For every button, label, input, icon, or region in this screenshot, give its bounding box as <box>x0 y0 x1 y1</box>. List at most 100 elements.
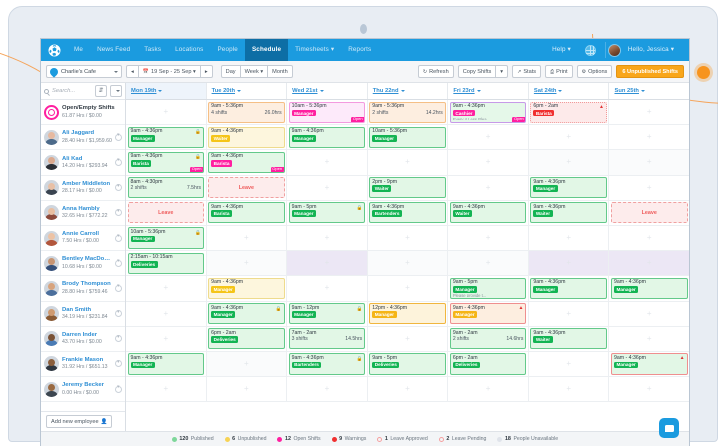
schedule-cell[interactable]: 9am - 5pm Manager 🔒 <box>287 200 368 225</box>
schedule-cell[interactable]: 9am - 5:36pm 4 shifts 26.0hrs <box>207 100 288 125</box>
schedule-cell[interactable]: 9am - 4:36pm Waiter <box>529 200 610 225</box>
nav-item-news-feed[interactable]: News Feed <box>97 46 131 53</box>
employee-name[interactable]: Amber Middleton <box>62 180 111 187</box>
schedule-cell[interactable]: 6pm - 2am Deliveries <box>448 351 529 377</box>
schedule-cell[interactable] <box>448 125 529 150</box>
shift-block[interactable]: 9am - 4:36pm Waiter <box>208 126 285 148</box>
avatar[interactable] <box>44 356 59 372</box>
shift-block[interactable]: 9am - 4:36pm Bartenders 🔒 <box>288 353 366 375</box>
nav-item-reports[interactable]: Reports <box>348 46 372 53</box>
employee-name[interactable]: Bentley MacDonald <box>62 256 112 263</box>
nav-item-timesheets[interactable]: Timesheets ▾ <box>295 46 335 53</box>
employee-menu-button[interactable] <box>115 334 122 343</box>
shift-block[interactable]: 6pm - 2am Deliveries <box>449 353 527 375</box>
shift-block[interactable]: 9am - 4:36pm Manager <box>127 353 205 375</box>
schedule-cell[interactable] <box>368 377 449 402</box>
schedule-cell[interactable] <box>448 150 529 175</box>
schedule-cell[interactable] <box>609 251 689 276</box>
filter-button[interactable] <box>110 85 122 97</box>
employee-name[interactable]: Anna Hambly <box>62 205 100 212</box>
schedule-cell[interactable] <box>126 326 207 351</box>
schedule-cell[interactable]: 10am - 5:36pm Manager 🔒 <box>126 225 207 251</box>
schedule-cell[interactable]: 9am - 4:36pm Manager 🔒 <box>126 125 207 150</box>
schedule-cell[interactable] <box>609 302 689 326</box>
view-week-button[interactable]: Week ▾ <box>240 65 269 78</box>
schedule-cell[interactable] <box>367 251 449 276</box>
schedule-cell[interactable]: 9am - 4:36pm Manager 🔒 <box>207 301 288 326</box>
employee-name[interactable]: Annie Carroll <box>62 231 99 238</box>
avatar[interactable] <box>44 180 59 196</box>
schedule-cell[interactable] <box>206 351 288 377</box>
stats-button[interactable]: ↗ Stats <box>512 65 542 78</box>
schedule-cell[interactable]: Leave <box>609 201 689 225</box>
schedule-cell[interactable]: Leave <box>126 200 207 225</box>
employee-row[interactable]: Dan Smith 34.19 Hrs / $231.84 <box>41 302 125 327</box>
employee-row[interactable]: Jeremy Becker 0.00 Hrs / $0.00 <box>41 377 125 403</box>
avatar[interactable] <box>44 129 59 145</box>
shift-block[interactable]: 10am - 5:36pm Manager <box>369 126 446 148</box>
shift-block[interactable]: 8am - 4:30pm 2 shifts 7.5hrs <box>127 177 205 199</box>
employee-row[interactable]: Brody Thompson 28.80 Hrs / $759.46 <box>41 276 125 302</box>
shift-block[interactable]: 9am - 4:36pm Bartenders <box>369 202 446 224</box>
employee-row[interactable]: Annie Carroll 7.50 Hrs / $0.00 <box>41 226 125 252</box>
schedule-cell[interactable]: 2pm - 9pm Waiter <box>368 175 449 200</box>
employee-row[interactable]: Frankie Mason 31.92 Hrs / $651.13 <box>41 352 125 378</box>
user-menu[interactable]: Hello, Jessica ▾ <box>627 46 674 53</box>
schedule-cell[interactable] <box>448 251 529 276</box>
shift-block[interactable]: 9am - 4:36pm Manager <box>530 277 607 299</box>
schedule-cell[interactable]: 9am - 2am 2 shifts 14.6hrs <box>448 326 529 351</box>
schedule-cell[interactable] <box>448 377 529 402</box>
schedule-cell[interactable]: 9am - 4:36pm Cashier Every 4 Less Plea... O… <box>448 100 529 125</box>
day-header-3[interactable]: Thu 22nd <box>368 83 449 99</box>
schedule-cell[interactable] <box>287 150 368 175</box>
schedule-cell[interactable]: 9am - 4:36pm Manager <box>529 175 610 200</box>
shift-block[interactable]: 12pm - 4:36pm Manager <box>369 303 446 325</box>
shift-block[interactable]: 10am - 5:36pm Manager Open <box>288 101 366 123</box>
schedule-cell[interactable] <box>609 327 689 351</box>
shift-block[interactable]: 10am - 5:36pm Manager 🔒 <box>127 227 205 249</box>
schedule-cell[interactable]: 9am - 4:36pm Bartenders 🔒 <box>287 351 368 377</box>
leave-block[interactable]: Leave <box>208 177 285 199</box>
schedule-cell[interactable]: 9am - 4:36pm Manager <box>207 276 288 301</box>
shift-block[interactable]: 9am - 4:36pm Cashier Every 4 Less Plea... O… <box>449 101 527 123</box>
globe-icon[interactable] <box>584 44 596 56</box>
schedule-cell[interactable] <box>126 100 207 125</box>
schedule-cell[interactable]: 9am - 4:36pm Manager ▲ <box>448 301 529 326</box>
shift-block[interactable]: 9am - 4:36pm Manager <box>530 177 607 199</box>
shift-block[interactable]: 9am - 4:36pm Manager <box>610 277 688 299</box>
schedule-cell[interactable] <box>287 225 368 251</box>
schedule-cell[interactable]: 9am - 4:36pm Waiter <box>207 125 288 150</box>
shift-block[interactable]: 9am - 4:36pm Manager <box>288 126 366 148</box>
date-range-button[interactable]: 📅 19 Sep - 25 Sep ▾ <box>138 65 201 78</box>
schedule-cell[interactable]: 8am - 4:30pm 2 shifts 7.5hrs <box>126 175 207 200</box>
schedule-cell[interactable] <box>609 226 689 250</box>
shift-block[interactable]: 9am - 5:36pm 4 shifts 26.0hrs <box>208 101 285 123</box>
employee-name[interactable]: Frankie Mason <box>62 357 104 364</box>
day-header-5[interactable]: Sat 24th <box>529 83 610 99</box>
avatar[interactable] <box>44 306 59 322</box>
next-week-button[interactable]: ▸ <box>200 65 213 78</box>
leave-block[interactable]: Leave <box>610 202 688 224</box>
schedule-cell[interactable]: 9am - 4:36pm Barista Open <box>207 150 288 175</box>
employee-row[interactable]: Ali Jaggard 28.40 Hrs / $1,959.60 <box>41 125 125 151</box>
schedule-cell[interactable]: 9am - 4:36pm Barista 🔒 Open <box>126 150 207 175</box>
employee-menu-button[interactable] <box>115 283 122 292</box>
print-button[interactable]: ⎙ Print <box>545 65 573 78</box>
view-month-button[interactable]: Month <box>268 65 293 78</box>
schedule-cell[interactable] <box>287 377 368 402</box>
avatar[interactable] <box>44 280 59 296</box>
shift-block[interactable]: 9am - 4:36pm Manager ▲ <box>610 353 688 375</box>
schedule-cell[interactable]: 9am - 4:36pm Manager <box>126 351 207 377</box>
day-header-0[interactable]: Mon 19th <box>126 83 207 99</box>
shift-block[interactable]: 6pm - 2am Barista ▲ <box>530 101 607 123</box>
schedule-cell[interactable] <box>287 251 368 276</box>
employee-row[interactable]: Ali Kad 14.20 Hrs / $293.94 <box>41 150 125 176</box>
day-header-2[interactable]: Wed 21st <box>287 83 368 99</box>
schedule-cell[interactable]: 9am - 4:36pm Manager <box>529 276 610 301</box>
prev-week-button[interactable]: ◂ <box>126 65 139 78</box>
schedule-cell[interactable]: 12pm - 4:36pm Manager <box>368 301 449 326</box>
schedule-cell[interactable]: 2:15am - 10:15am Deliveries <box>126 251 207 276</box>
employee-row[interactable]: Amber Middleton 28.17 Hrs / $0.00 <box>41 176 125 201</box>
employee-menu-button[interactable] <box>115 233 122 242</box>
nav-item-tasks[interactable]: Tasks <box>144 46 162 53</box>
